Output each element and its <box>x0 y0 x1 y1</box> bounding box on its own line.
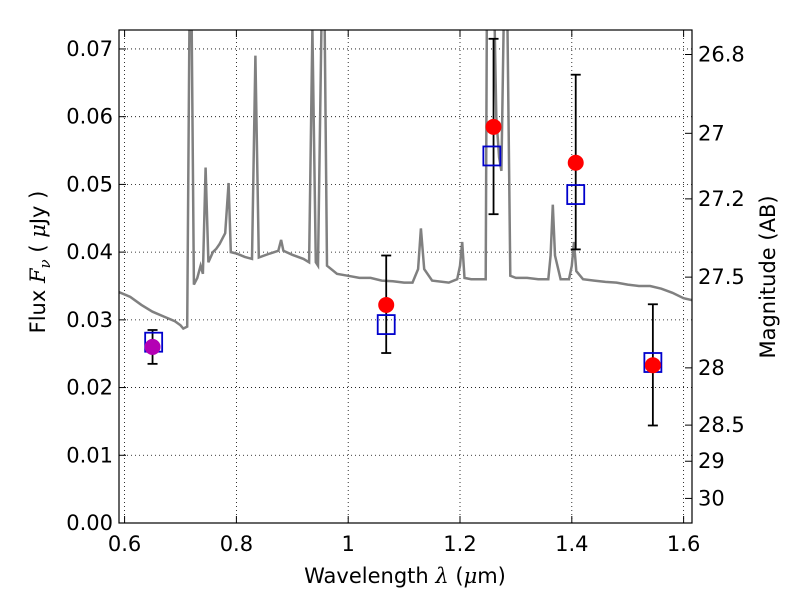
y-tick-label: 0.07 <box>66 37 113 61</box>
x-tick-label: 0.8 <box>220 532 253 556</box>
x-axis-title: Wavelength λ (μm) <box>304 564 506 588</box>
observed-point <box>644 357 661 374</box>
x-tick-label: 1.6 <box>667 532 700 556</box>
grid-lines <box>119 30 692 524</box>
x-axis-ticks: 0.6 0.8 1 1.2 1.4 1.6 <box>108 30 700 556</box>
y-axis-title: Flux Fν ( μJy ) <box>26 191 54 334</box>
y2-tick-label: 27.5 <box>698 265 745 289</box>
y-tick-label: 0.01 <box>66 443 113 467</box>
model-photometry-square <box>482 145 502 167</box>
observed-point <box>567 154 584 171</box>
y2-tick-label: 30 <box>698 486 725 510</box>
observed-point <box>485 118 502 135</box>
model-photometry-square <box>566 184 586 205</box>
x-tick-label: 1 <box>342 532 355 556</box>
observed-photometry-markers <box>144 118 661 374</box>
plot-area <box>119 30 692 427</box>
x-tick-label: 0.6 <box>108 532 141 556</box>
y-tick-label: 0.04 <box>66 240 113 264</box>
y-tick-label: 0.02 <box>66 376 113 400</box>
observed-point <box>378 296 395 313</box>
y2-tick-label: 28 <box>698 356 725 380</box>
model-photometry-square <box>376 314 396 335</box>
observed-point <box>144 338 161 355</box>
y2-tick-label: 29 <box>698 449 725 473</box>
y-tick-label: 0.00 <box>66 511 113 535</box>
x-tick-label: 1.2 <box>443 532 476 556</box>
y2-tick-label: 26.8 <box>698 42 745 66</box>
y-tick-label: 0.05 <box>66 172 113 196</box>
x-tick-label: 1.4 <box>555 532 588 556</box>
y2-tick-label: 28.5 <box>698 413 745 437</box>
y-tick-label: 0.06 <box>66 105 113 129</box>
y2-tick-label: 27.2 <box>698 187 745 211</box>
y-tick-label: 0.03 <box>66 308 113 332</box>
y-axis-ticks: 0.00 0.01 0.02 0.03 0.04 0.05 0.06 0.07 <box>66 37 126 535</box>
y2-axis-title: Magnitude (AB) <box>756 195 780 358</box>
plot-frame <box>118 29 693 524</box>
y2-axis-ticks: 26.8 27 27.2 27.5 28 28.5 29 30 <box>685 42 745 510</box>
model-photometry-markers <box>144 145 663 373</box>
model-spectrum-line <box>119 30 692 331</box>
y2-tick-label: 27 <box>698 121 725 145</box>
